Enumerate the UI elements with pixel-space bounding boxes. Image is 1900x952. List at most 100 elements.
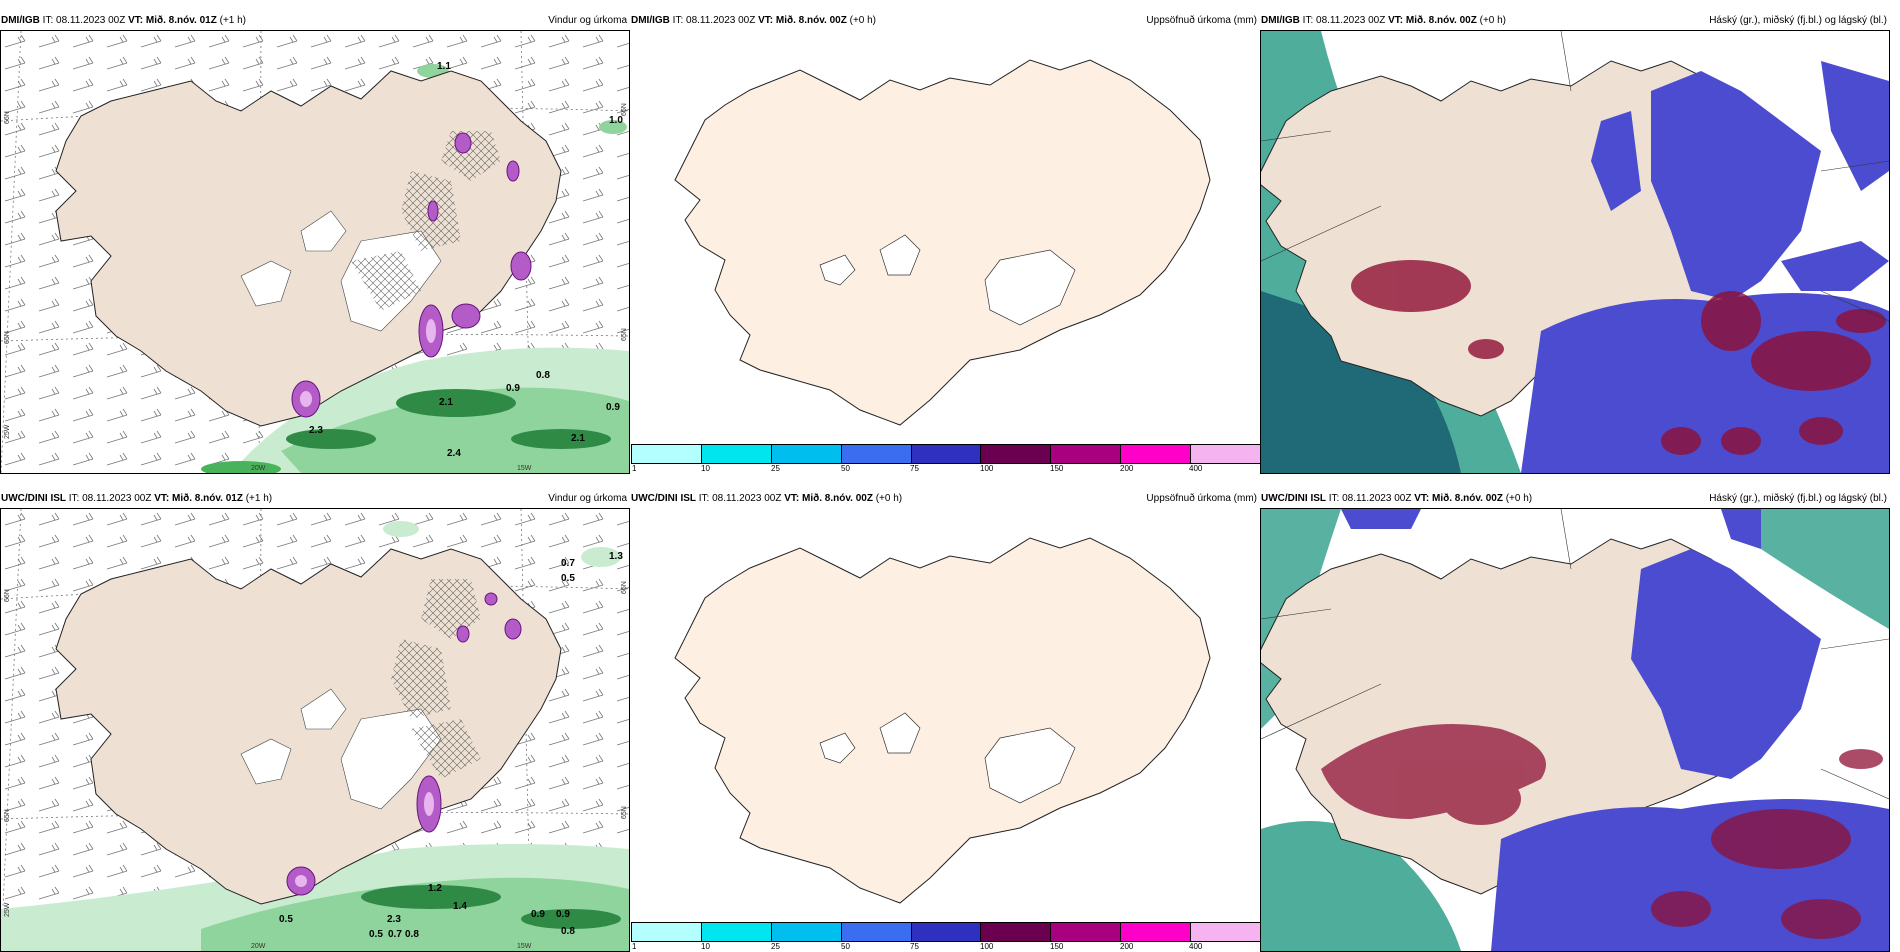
panel-header: UWC/DINI ISL IT: 08.11.2023 00Z VT: Mið.… xyxy=(630,490,1260,508)
colorbar-tick: 10 xyxy=(701,942,710,951)
convective-cells xyxy=(291,132,532,418)
lat-label: 65N xyxy=(621,328,628,341)
graticule-labels: 66N 65N 25W 20W 15W 66N 65N xyxy=(4,103,628,472)
precip-label: 0.9 xyxy=(531,909,545,920)
graticule xyxy=(1261,31,1889,322)
glaciers xyxy=(819,234,1076,326)
map-accum-precip[interactable] xyxy=(630,30,1258,442)
init-time: IT: 08.11.2023 00Z xyxy=(672,15,756,26)
lead-time: (+1 h) xyxy=(245,493,273,504)
map-graphic: 1.0 0.9 0.8 2.1 0.9 2.3 2.4 2.1 1.1 66N … xyxy=(1,31,629,473)
high-cloud-area xyxy=(1761,509,1889,629)
init-time: IT: 08.11.2023 00Z xyxy=(698,493,782,504)
colorbar-segment xyxy=(632,445,702,463)
colorbar-segment xyxy=(981,923,1052,941)
map-clouds[interactable] xyxy=(1260,508,1890,952)
map-accum-precip[interactable] xyxy=(630,508,1258,920)
lead-time: (+0 h) xyxy=(1479,15,1507,26)
colorbar: 1 10 25 50 75 100 150 200 400 xyxy=(630,922,1261,952)
lon-label: 20W xyxy=(251,943,266,950)
colorbar-segment xyxy=(701,923,772,941)
valid-time: VT: Mið. 8.nóv. 01Z xyxy=(154,493,243,504)
colorbar-segment xyxy=(911,923,982,941)
lon-label: 25W xyxy=(4,902,11,917)
colorbar-segment xyxy=(1191,923,1261,941)
map-wind-precip[interactable]: 0.7 1.3 0.5 1.2 1.4 0.5 2.3 0.5 0.7 0.8 … xyxy=(0,508,630,952)
init-time: IT: 08.11.2023 00Z xyxy=(1328,493,1412,504)
colorbar-segment xyxy=(771,445,842,463)
init-time: IT: 08.11.2023 00Z xyxy=(68,493,152,504)
panel-title: Vindur og úrkoma xyxy=(548,493,627,504)
colorbar-tick: 1 xyxy=(632,942,637,951)
colorbar-segment xyxy=(771,923,842,941)
panel-wind-precip-uwc: UWC/DINI ISL IT: 08.11.2023 00Z VT: Mið.… xyxy=(0,490,630,952)
colorbar-segment xyxy=(1051,923,1122,941)
colorbar-segment xyxy=(701,445,772,463)
high-cloud-area xyxy=(1261,821,1461,951)
panel-title: Háský (gr.), miðský (fj.bl.) og lágský (… xyxy=(1709,15,1887,26)
map-wind-precip[interactable]: 1.0 0.9 0.8 2.1 0.9 2.3 2.4 2.1 1.1 66N … xyxy=(0,30,630,474)
map-clouds[interactable] xyxy=(1260,30,1890,474)
precip-label: 1.3 xyxy=(609,551,623,562)
graticule xyxy=(1261,509,1889,800)
colorbar-segment xyxy=(1051,445,1122,463)
graticule-labels: 66N 65N 25W 20W 15W 66N 65N xyxy=(4,581,628,950)
convective-cells xyxy=(286,592,522,896)
panel-header: DMI/IGB IT: 08.11.2023 00Z VT: Mið. 8.nó… xyxy=(0,12,630,30)
colorbar: 1 10 25 50 75 100 150 200 400 xyxy=(630,444,1261,474)
lead-time: (+1 h) xyxy=(219,15,247,26)
lat-label: 65N xyxy=(4,809,11,822)
panel-title: Uppsöfnuð úrkoma (mm) xyxy=(1146,493,1257,504)
high-cloud-area xyxy=(1261,291,1461,473)
colorbar-tick: 50 xyxy=(841,942,850,951)
panel-accum-precip-dmi: DMI/IGB IT: 08.11.2023 00Z VT: Mið. 8.nó… xyxy=(630,12,1261,474)
colorbar-segment xyxy=(632,923,702,941)
colorbar-segment xyxy=(1191,445,1261,463)
colorbar-tick: 200 xyxy=(1120,464,1134,473)
precip-label: 2.4 xyxy=(447,448,461,459)
lon-label: 15W xyxy=(517,465,532,472)
precip-label: 0.5 xyxy=(369,929,383,940)
panel-clouds-dmi: DMI/IGB IT: 08.11.2023 00Z VT: Mið. 8.nó… xyxy=(1260,12,1890,474)
panel-title: Vindur og úrkoma xyxy=(548,15,627,26)
model-name: UWC/DINI ISL xyxy=(631,493,696,504)
precip-label: 0.8 xyxy=(405,929,419,940)
precip-label: 0.5 xyxy=(561,573,575,584)
iceland-land xyxy=(674,537,1211,904)
valid-time: VT: Mið. 8.nóv. 01Z xyxy=(128,15,217,26)
precip-label: 2.1 xyxy=(571,433,585,444)
panel-header: DMI/IGB IT: 08.11.2023 00Z VT: Mið. 8.nó… xyxy=(1260,12,1890,30)
model-name: DMI/IGB xyxy=(1,15,40,26)
lead-time: (+0 h) xyxy=(875,493,903,504)
precip-label: 2.3 xyxy=(309,425,323,436)
precip-areas xyxy=(1,521,629,951)
colorbar-segment xyxy=(1121,445,1192,463)
lat-label: 65N xyxy=(621,806,628,819)
colorbar-tick: 150 xyxy=(1050,942,1064,951)
colorbar-tick: 25 xyxy=(771,464,780,473)
colorbar-tick: 400 xyxy=(1189,942,1203,951)
colorbar-segment xyxy=(841,923,912,941)
map-graphic xyxy=(674,59,1211,426)
colorbar-bar xyxy=(631,444,1261,464)
valid-time: VT: Mið. 8.nóv. 00Z xyxy=(758,15,847,26)
precip-label: 1.0 xyxy=(609,115,623,126)
lead-time: (+0 h) xyxy=(849,15,877,26)
panel-accum-precip-uwc: UWC/DINI ISL IT: 08.11.2023 00Z VT: Mið.… xyxy=(630,490,1261,952)
colorbar-tick: 25 xyxy=(771,942,780,951)
lat-label: 66N xyxy=(4,589,11,602)
model-name: DMI/IGB xyxy=(1261,15,1300,26)
colorbar-tick: 100 xyxy=(980,464,994,473)
colorbar-tick: 100 xyxy=(980,942,994,951)
lon-label: 20W xyxy=(251,465,266,472)
lon-label: 15W xyxy=(517,943,532,950)
colorbar-tick: 400 xyxy=(1189,464,1203,473)
precip-label: 0.9 xyxy=(506,383,520,394)
precip-value-labels: 1.0 0.9 0.8 2.1 0.9 2.3 2.4 2.1 1.1 xyxy=(309,61,623,459)
colorbar-segment xyxy=(841,445,912,463)
lat-label: 66N xyxy=(621,103,628,116)
lead-time: (+0 h) xyxy=(1505,493,1533,504)
lat-label: 66N xyxy=(621,581,628,594)
precip-label: 0.5 xyxy=(279,914,293,925)
precip-label: 2.1 xyxy=(439,397,453,408)
